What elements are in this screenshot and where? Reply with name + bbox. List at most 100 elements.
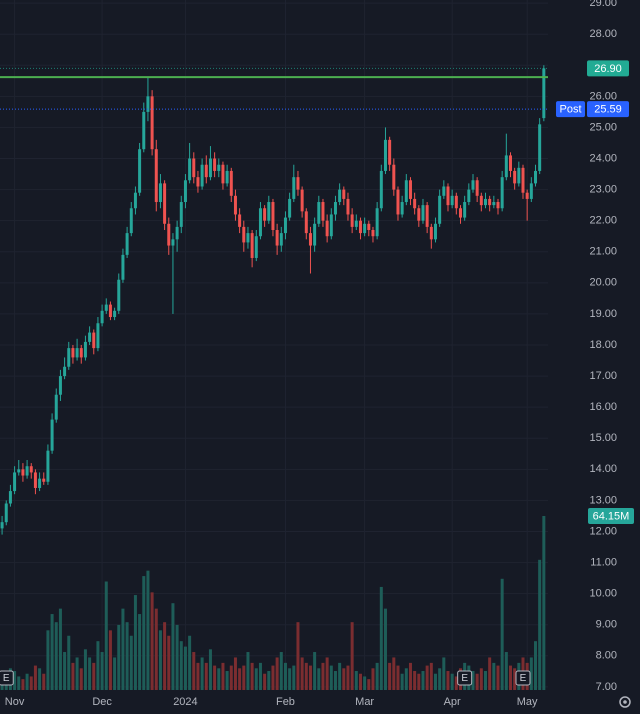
y-tick-label: 22.00 xyxy=(589,215,617,227)
earnings-event[interactable]: E xyxy=(515,670,531,686)
candle-body xyxy=(163,183,167,224)
earnings-event[interactable]: E xyxy=(457,670,473,686)
earnings-label: E xyxy=(3,673,10,684)
volume-bar xyxy=(242,665,246,690)
candle-body xyxy=(54,394,58,420)
volume-bar xyxy=(46,630,50,690)
earnings-event[interactable]: E xyxy=(0,670,14,686)
candle-body xyxy=(463,202,467,218)
candle-body xyxy=(63,366,67,377)
candle-body xyxy=(175,226,179,240)
volume-bar xyxy=(379,586,383,690)
candle-body xyxy=(58,376,62,395)
volume-bar xyxy=(71,662,75,690)
volume-bar xyxy=(333,671,337,690)
volume-bar xyxy=(63,652,67,690)
candle-body xyxy=(358,220,362,234)
candle-body xyxy=(288,198,292,218)
candle-body xyxy=(396,189,400,215)
volume-bar xyxy=(13,671,17,690)
volume-bar xyxy=(208,649,212,690)
candle-body xyxy=(221,164,225,184)
volume-bar xyxy=(396,665,400,690)
candle-body xyxy=(225,170,229,184)
candle-body xyxy=(392,164,396,190)
volume-bar xyxy=(400,673,404,690)
volume-bar xyxy=(88,657,92,690)
volume-bar xyxy=(92,662,96,690)
volume-bar xyxy=(508,665,512,690)
last-price-box xyxy=(587,60,629,77)
volume-bar xyxy=(342,668,346,690)
candle-body xyxy=(508,155,512,171)
candle-body xyxy=(533,170,537,184)
y-tick-label: 13.00 xyxy=(589,494,617,506)
volume-bar xyxy=(188,635,192,690)
candle-body xyxy=(92,332,96,349)
volume-bar xyxy=(542,516,546,690)
y-tick-label: 26.00 xyxy=(589,90,617,102)
candle-body xyxy=(38,478,42,488)
candle-body xyxy=(383,139,387,171)
candle-body xyxy=(513,170,517,184)
candle-body xyxy=(21,469,25,476)
volume-bar xyxy=(413,671,417,690)
candle-body xyxy=(117,279,121,311)
volume-bar xyxy=(171,603,175,690)
post-name-box xyxy=(556,101,585,118)
candle-body xyxy=(4,503,8,523)
gear[interactable] xyxy=(619,696,631,708)
candle-body xyxy=(104,304,108,311)
candle-body xyxy=(258,208,262,237)
volume-bar xyxy=(25,673,29,690)
x-tick-label: Feb xyxy=(276,696,295,708)
candle-body xyxy=(233,195,237,215)
candle-body xyxy=(275,230,279,246)
candle-body xyxy=(467,189,471,203)
volume-bar xyxy=(104,581,108,690)
volume-bar xyxy=(496,665,500,690)
candle-body xyxy=(138,149,142,193)
settings-icon[interactable] xyxy=(619,696,631,708)
candle-body xyxy=(479,195,483,206)
volume-bar xyxy=(533,641,537,690)
candle-body xyxy=(529,183,533,199)
candle-body xyxy=(75,348,79,358)
y-tick-label: 20.00 xyxy=(589,277,617,289)
volume-bar xyxy=(279,652,283,690)
candle-body xyxy=(13,472,17,492)
volume-bar xyxy=(233,657,237,690)
volume-bar xyxy=(438,668,442,690)
y-tick-label: 29.00 xyxy=(589,0,617,9)
candle-body xyxy=(17,469,21,473)
candle-body xyxy=(200,164,204,187)
candle-body xyxy=(71,348,75,358)
candle-body xyxy=(483,198,487,206)
candle-body xyxy=(442,186,446,196)
y-tick-label: 24.00 xyxy=(589,152,617,164)
candle-body xyxy=(317,202,321,224)
volume-bar xyxy=(296,622,300,690)
gear-center[interactable] xyxy=(623,700,627,704)
volume-bar xyxy=(354,671,358,690)
candle-body xyxy=(400,202,404,215)
volume-bar xyxy=(254,668,258,690)
volume-bar xyxy=(321,662,325,690)
candle-body xyxy=(504,155,508,178)
candle-body xyxy=(96,323,100,349)
volume-bar xyxy=(404,668,408,690)
candle-body xyxy=(542,68,546,119)
candle-body xyxy=(25,466,29,476)
volume-bar xyxy=(258,662,262,690)
candle-body xyxy=(346,198,350,215)
volume-bar xyxy=(75,657,79,690)
candle-body xyxy=(500,177,504,209)
candle-body xyxy=(279,233,283,246)
volume-bar xyxy=(275,657,279,690)
volume-bar xyxy=(371,668,375,690)
earnings-label: E xyxy=(461,673,468,684)
candle-body xyxy=(296,177,300,190)
candle-body xyxy=(338,189,342,203)
volume-bar xyxy=(146,570,150,690)
